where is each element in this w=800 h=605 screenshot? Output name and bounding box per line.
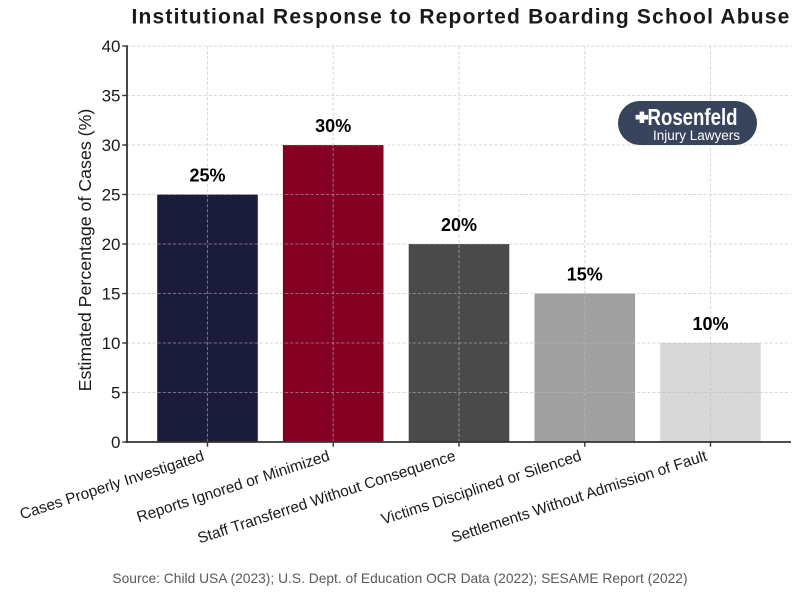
svg-text:40: 40 — [102, 37, 121, 56]
svg-text:Institutional Response to Repo: Institutional Response to Reported Board… — [131, 6, 790, 29]
svg-text:Rosenfeld: Rosenfeld — [648, 104, 738, 130]
svg-text:Estimated Percentage of Cases: Estimated Percentage of Cases (%) — [75, 109, 95, 392]
svg-text:20: 20 — [102, 235, 121, 254]
svg-text:15: 15 — [102, 285, 121, 304]
svg-text:35: 35 — [102, 87, 121, 106]
svg-text:30: 30 — [102, 136, 121, 155]
svg-text:0: 0 — [111, 433, 120, 452]
svg-text:25: 25 — [102, 186, 121, 205]
svg-text:10%: 10% — [692, 314, 728, 334]
svg-text:10: 10 — [102, 334, 121, 353]
svg-text:5: 5 — [111, 384, 120, 403]
svg-text:20%: 20% — [441, 215, 477, 235]
svg-text:15%: 15% — [567, 265, 603, 285]
svg-text:25%: 25% — [189, 166, 225, 186]
svg-text:Source: Child USA (2023); U.S.: Source: Child USA (2023); U.S. Dept. of … — [112, 571, 687, 586]
svg-text:Injury Lawyers: Injury Lawyers — [653, 128, 740, 143]
svg-text:30%: 30% — [315, 116, 351, 136]
